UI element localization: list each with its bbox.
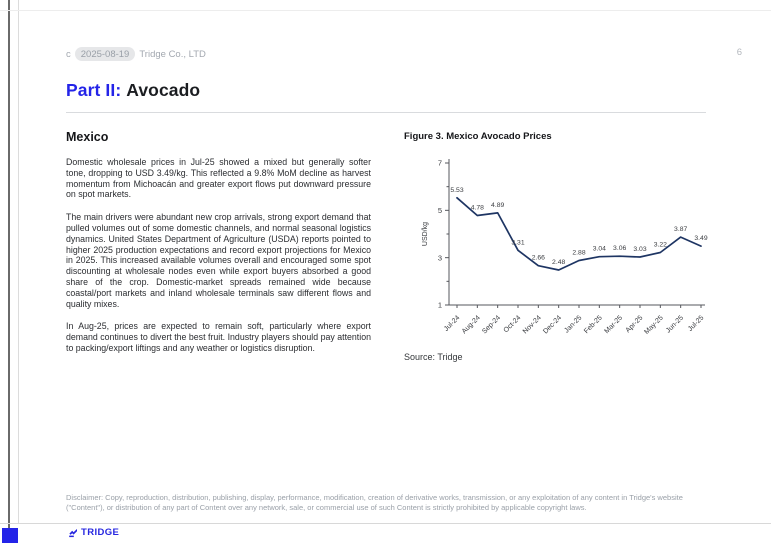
paragraph-1: Domestic wholesale prices in Jul-25 show… bbox=[66, 157, 371, 200]
disclaimer-text: Disclaimer: Copy, reproduction, distribu… bbox=[66, 493, 683, 512]
x-tick-label: Jul-24 bbox=[443, 314, 462, 333]
footer-accent-square bbox=[2, 528, 18, 543]
data-label: 3.22 bbox=[654, 241, 667, 248]
x-tick-label: Jun-25 bbox=[665, 314, 685, 334]
x-tick-label: Oct-24 bbox=[503, 314, 523, 334]
page-top-border bbox=[0, 10, 771, 11]
x-tick-label: Aug-24 bbox=[461, 314, 482, 335]
x-tick-label: Dec-24 bbox=[542, 314, 563, 335]
data-label: 3.87 bbox=[674, 226, 687, 233]
topic-label: Avocado bbox=[126, 80, 201, 100]
data-label: 4.78 bbox=[471, 205, 484, 212]
price-chart: 1 3 5 7 USD/kg Jul-24 Aug-24 Sep-24 Oct-24 Nov-24… bbox=[422, 159, 708, 336]
x-tick-label: Sep-24 bbox=[481, 314, 502, 335]
page-header: c 2025-08-19 Tridge Co., LTD bbox=[66, 47, 206, 61]
x-tick-label: Feb-25 bbox=[583, 314, 604, 335]
data-label: 4.89 bbox=[491, 202, 504, 209]
date-badge: 2025-08-19 bbox=[74, 47, 136, 61]
copyright-prefix: c bbox=[66, 48, 71, 60]
data-label: 3.49 bbox=[694, 235, 707, 242]
tridge-logo-icon bbox=[69, 528, 77, 537]
y-tick-label: 5 bbox=[438, 206, 442, 215]
y-tick-label: 3 bbox=[438, 253, 442, 262]
footer-divider bbox=[0, 523, 771, 524]
paragraph-3: In Aug-25, prices are expected to remain… bbox=[66, 321, 371, 353]
data-label: 2.48 bbox=[552, 259, 565, 266]
page-left-border bbox=[18, 0, 19, 523]
company-name: Tridge Co., LTD bbox=[139, 48, 206, 60]
y-tick-label: 1 bbox=[438, 301, 442, 310]
tridge-logo-text: TRIDGE bbox=[81, 527, 120, 538]
part-label: Part II: bbox=[66, 80, 122, 100]
section-title: Part II: Avocado bbox=[66, 80, 200, 101]
title-divider bbox=[66, 112, 706, 113]
data-label: 3.31 bbox=[511, 239, 524, 246]
data-label: 3.03 bbox=[633, 246, 646, 253]
data-label: 2.88 bbox=[572, 250, 585, 257]
page-number: 6 bbox=[736, 47, 742, 58]
figure-title: Figure 3. Mexico Avocado Prices bbox=[404, 131, 552, 142]
x-tick-label: Apr-25 bbox=[625, 314, 645, 334]
y-axis-label: USD/kg bbox=[422, 222, 429, 246]
data-label: 5.53 bbox=[450, 187, 463, 194]
x-tick-label: Mar-25 bbox=[603, 314, 624, 335]
viewer-edge-line bbox=[8, 0, 10, 528]
y-tick-label: 7 bbox=[438, 159, 442, 168]
chart-container: 1 3 5 7 USD/kg Jul-24 Aug-24 Sep-24 Oct-24 Nov-24… bbox=[419, 152, 719, 357]
x-tick-label: Nov-24 bbox=[522, 314, 543, 335]
x-tick-label: Jul-25 bbox=[687, 314, 706, 333]
data-label: 3.06 bbox=[613, 245, 626, 252]
x-tick-label: May-25 bbox=[643, 314, 665, 336]
source-label: Source: Tridge bbox=[404, 352, 463, 362]
price-line bbox=[456, 196, 702, 271]
tridge-logo: TRIDGE bbox=[68, 527, 119, 538]
x-tick-label: Jan-25 bbox=[563, 314, 583, 334]
country-heading: Mexico bbox=[66, 130, 109, 144]
data-label: 3.04 bbox=[593, 246, 606, 253]
paragraph-2: The main drivers were abundant new crop … bbox=[66, 212, 371, 309]
data-label: 2.66 bbox=[532, 255, 545, 262]
body-column: Mexico Domestic wholesale prices in Jul-… bbox=[66, 130, 371, 366]
